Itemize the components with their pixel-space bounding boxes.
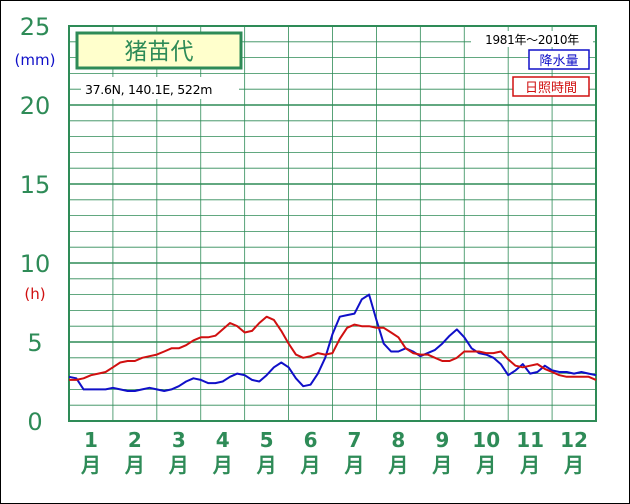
x-tick-suffix: 月 [387,453,408,477]
x-tick-suffix: 月 [431,453,452,477]
x-tick-label: 10 [472,428,500,452]
unit-mm-label: (mm) [15,51,56,69]
x-tick-suffix: 月 [300,453,321,477]
x-tick-label: 5 [260,428,274,452]
x-tick-suffix: 月 [212,453,233,477]
y-tick-label: 20 [20,92,51,120]
x-tick-suffix: 月 [168,453,189,477]
legend-sun-label: 日照時間 [525,81,577,96]
x-tick-label: 2 [128,428,142,452]
x-tick-label: 7 [347,428,361,452]
legend-sun-box [512,76,590,97]
x-tick-label: 6 [304,428,318,452]
y-tick-label: 15 [20,171,51,199]
y-tick-label: 5 [27,329,42,357]
x-tick-suffix: 月 [475,453,496,477]
station-info: 37.6N, 140.1E, 522m [85,82,212,97]
y-tick-label: 10 [20,250,51,278]
legend-precip-label: 降水量 [539,54,578,69]
series-lines [68,293,597,392]
x-tick-suffix: 月 [256,453,277,477]
sunshine-line [69,315,597,381]
x-tick-label: 1 [84,428,98,452]
station-title-box [75,31,243,70]
y-tick-label: 25 [20,13,51,41]
x-tick-label: 11 [516,428,544,452]
x-tick-label: 3 [172,428,186,452]
x-tick-suffix: 月 [343,453,364,477]
y-axis-ticks: 0 5 10 15 20 25 [20,13,51,436]
x-tick-label: 4 [216,428,230,452]
precip-line [68,293,597,392]
x-tick-label: 9 [435,428,449,452]
station-info-box [81,77,239,99]
x-tick-label: 12 [560,428,588,452]
unit-h-label: (h) [24,285,45,303]
legend-precip-box [528,49,590,70]
y-tick-label: 0 [27,408,42,436]
x-tick-suffix: 月 [563,453,584,477]
x-tick-suffix: 月 [124,453,145,477]
x-tick-suffix: 月 [519,453,540,477]
period-box [471,31,593,47]
station-name: 猪苗代 [125,39,194,65]
x-tick-label: 8 [391,428,405,452]
period-label: 1981年～2010年 [485,33,579,47]
x-tick-suffix: 月 [80,453,101,477]
